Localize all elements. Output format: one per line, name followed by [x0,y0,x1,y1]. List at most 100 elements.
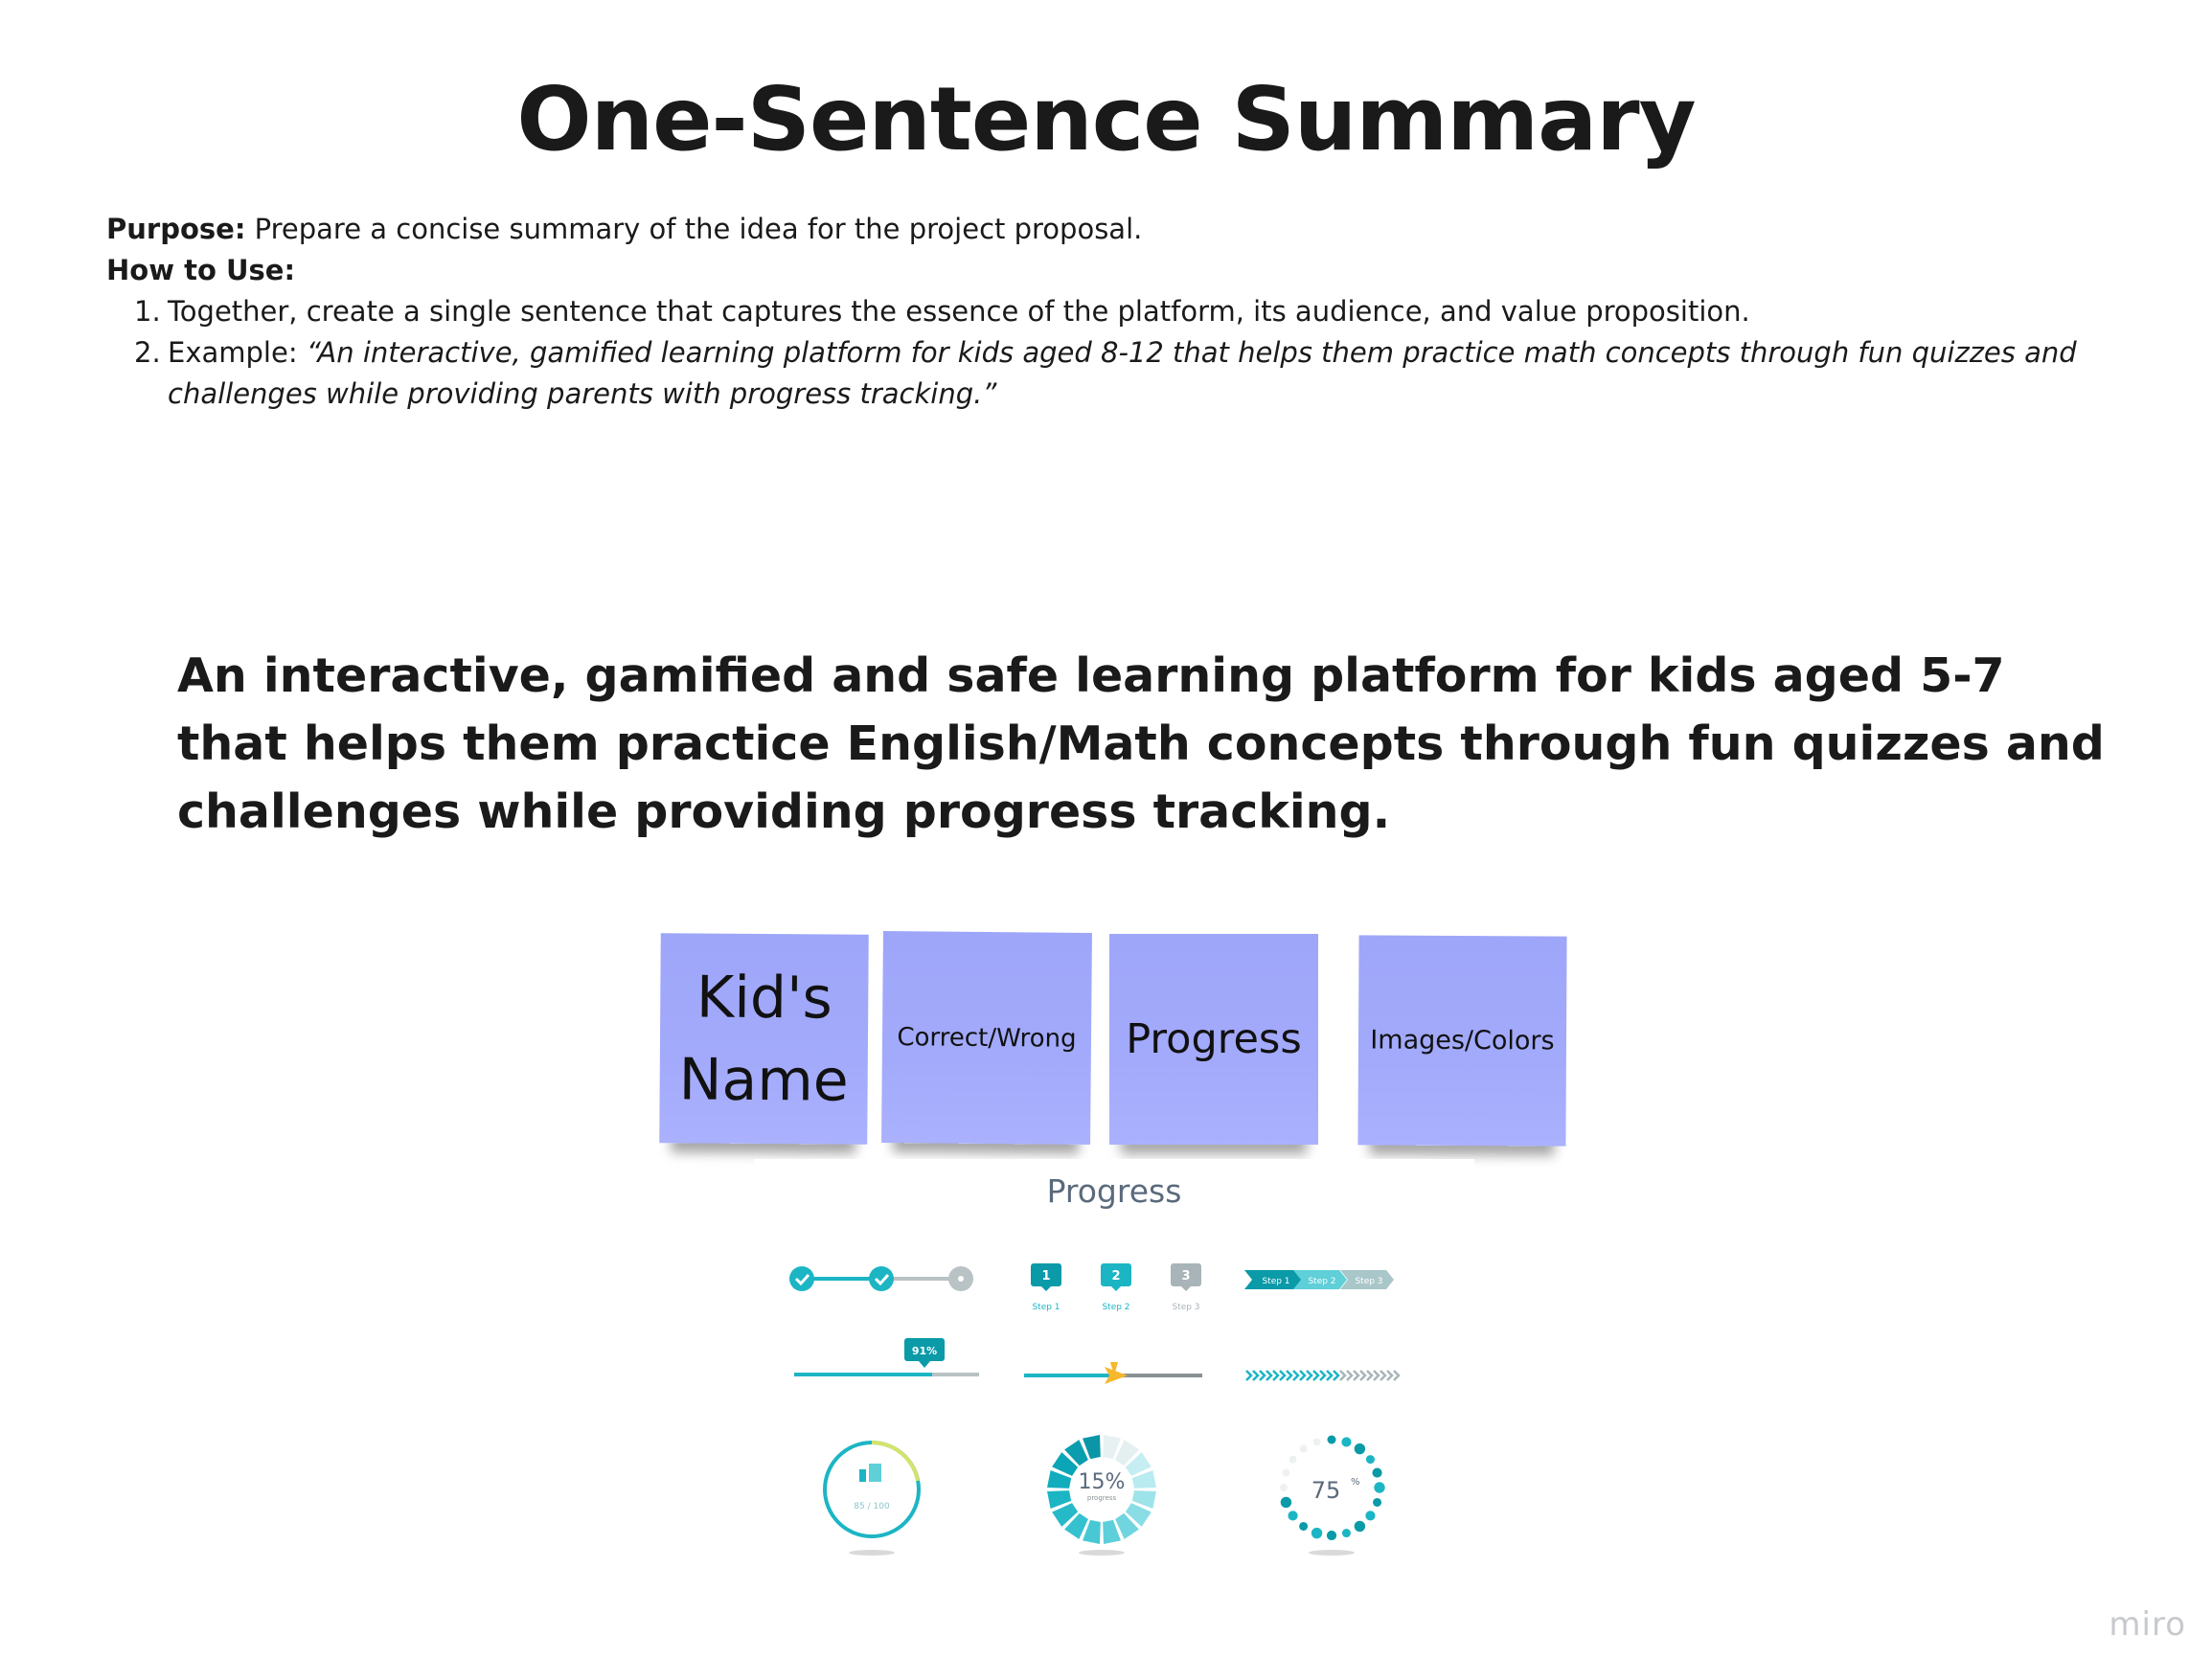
chevron-mark [1312,1370,1320,1381]
ring-dot [1312,1438,1321,1446]
ring-dot [1280,1496,1292,1509]
ring-dot [1365,1511,1376,1521]
sticky-note-text: Correct/Wrong [897,1022,1077,1054]
chevron-mark [1245,1370,1253,1381]
step-item: 2. Example: “An interactive, gamified lea… [106,332,2128,415]
ring-segment [1131,1470,1156,1489]
chevron-mark [1359,1370,1367,1381]
sticky-note-kids-name[interactable]: Kid's Name [659,933,869,1145]
chevron-mark [1353,1370,1360,1381]
ring-segment [1064,1512,1088,1539]
steps-list: 1. Together, create a single sentence tha… [106,291,2128,415]
step-caption: Step 3 [1172,1303,1199,1312]
ring-caption: progress [1087,1494,1117,1502]
chevron-mark [1326,1370,1334,1381]
ring-dot [1280,1484,1288,1491]
step-number: 1. [134,295,161,328]
plane-icon [1105,1367,1128,1384]
ring-dot [1354,1520,1366,1533]
ring-dot [1327,1435,1336,1444]
chevron-mark [1306,1370,1313,1381]
ring-dot [1288,1511,1298,1521]
miro-watermark: miro [2109,1605,2186,1644]
sticky-note-correct-wrong[interactable]: Correct/Wrong [881,931,1092,1145]
sticky-note-line: Name [678,1045,849,1115]
ring-segment [1083,1435,1101,1460]
chevron-mark [1266,1370,1273,1381]
chevron-mark [1292,1370,1300,1381]
ring-dot [1299,1521,1309,1531]
ring-segment [1131,1490,1156,1509]
purpose-line: Purpose: Prepare a concise summary of th… [106,209,2128,250]
ring-segment [1064,1440,1088,1466]
ring-segment [1115,1440,1139,1466]
ring-dot [1282,1468,1290,1477]
score-value: 85 / 100 [854,1502,890,1511]
step-number: 2. [134,336,161,369]
chevron-mark [1299,1370,1307,1381]
ring-segment [1115,1512,1139,1539]
check-circle-icon [789,1266,814,1291]
sticky-note-progress[interactable]: Progress [1109,934,1318,1145]
step-number-label: 1 [1041,1269,1050,1284]
chevron-mark [1346,1370,1354,1381]
sticky-note-text: Progress [1126,1015,1302,1063]
ring-dot [1341,1529,1351,1538]
chevron-mark [1259,1370,1266,1381]
plane-slider [1024,1362,1202,1384]
ring-segment [1047,1490,1072,1509]
progress-image-title: Progress [1046,1172,1182,1210]
step-number-label: 2 [1111,1269,1120,1284]
ring-dot [1341,1437,1352,1447]
chevron-mark [1319,1370,1327,1381]
how-to-use-label: How to Use: [106,254,296,286]
chevron-mark [1386,1370,1394,1381]
instructions-block: Purpose: Prepare a concise summary of th… [106,209,2128,415]
arrow-step-label: Step 3 [1355,1277,1382,1286]
summary-sentence[interactable]: An interactive, gamified and safe learni… [177,648,2105,839]
chevron-mark [1272,1370,1280,1381]
chevron-mark [1380,1370,1387,1381]
progress-reference-image[interactable]: Progress 1 2 3 Step 1 Step 2 Step 3 [754,1159,1474,1569]
purpose-label: Purpose: [106,213,246,245]
dots-unit: % [1351,1477,1360,1488]
step-caption: Step 1 [1032,1303,1060,1312]
bubble-value: 91% [912,1345,937,1357]
arrow-step-label: Step 1 [1262,1277,1289,1286]
step-prefix: Example: [168,336,307,369]
step-text: Together, create a single sentence that … [168,295,1750,328]
page-title: One-Sentence Summary [516,68,1696,170]
ring-dot [1299,1444,1308,1453]
dots-value: 75 [1311,1477,1341,1504]
chevron-mark [1393,1370,1401,1381]
chevron-mark [1279,1370,1287,1381]
arrow-step-label: Step 2 [1308,1277,1335,1286]
step-item: 1. Together, create a single sentence tha… [106,291,2128,332]
progress-components-illustration: 1 2 3 Step 1 Step 2 Step 3 Step 1 Step 2… [789,1263,1401,1556]
how-to-use-line: How to Use: [106,250,2128,291]
chevron-mark [1252,1370,1260,1381]
ring-percent: 15% [1079,1470,1126,1494]
sticky-note-text: Kid's Name [678,956,849,1122]
chevron-progress-bar [1245,1370,1401,1381]
ring-segment [1047,1470,1072,1489]
numbered-steps: 1 2 3 Step 1 Step 2 Step 3 [1031,1263,1201,1312]
ring-dot [1288,1455,1297,1464]
step-number-label: 3 [1181,1269,1190,1284]
ring-dot [1365,1455,1375,1465]
example-quote: “An interactive, gamified learning platf… [168,336,2077,410]
sticky-note-text: Images/Colors [1370,1025,1555,1057]
sticky-note-images-colors[interactable]: Images/Colors [1357,935,1567,1147]
ring-segment [1125,1452,1152,1476]
purpose-text: Prepare a concise summary of the idea fo… [245,213,1143,245]
check-circle-icon [869,1266,894,1291]
ring-segment [1103,1435,1121,1460]
ring-segment [1052,1503,1079,1527]
chevron-mark [1366,1370,1374,1381]
ring-segment [1052,1452,1079,1476]
ring-segment [1103,1519,1121,1544]
step-caption: Step 2 [1102,1303,1129,1312]
ring-dot [1354,1443,1366,1455]
ring-segment [1083,1519,1101,1544]
chevron-mark [1339,1370,1347,1381]
